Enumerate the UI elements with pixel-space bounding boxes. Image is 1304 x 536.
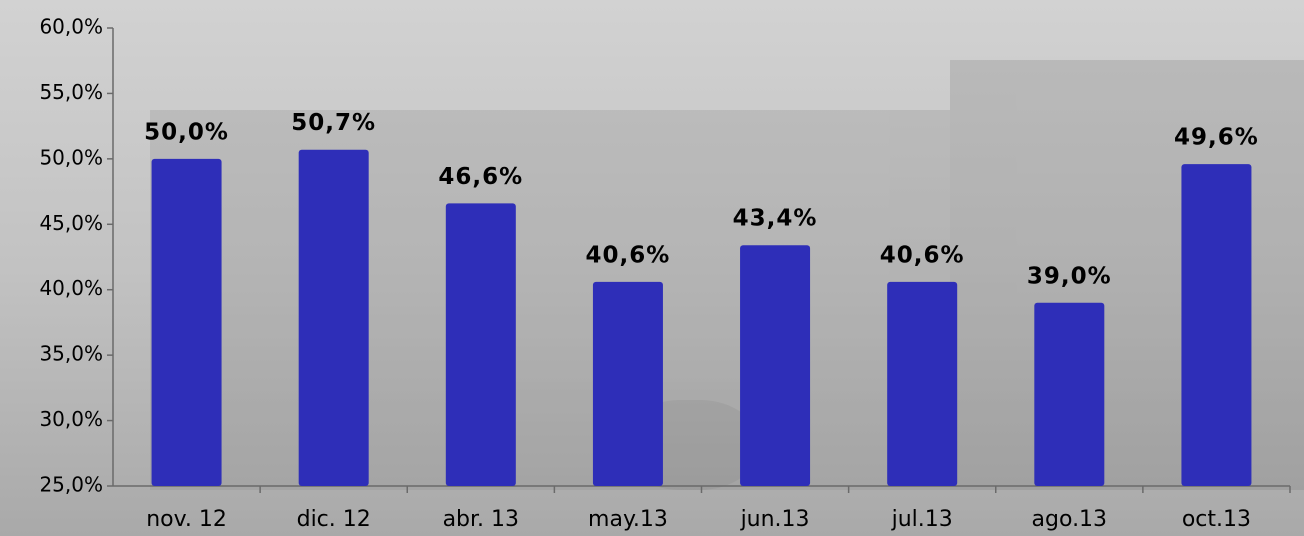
data-label: 50,0% <box>144 119 229 145</box>
y-tick-label: 55,0% <box>39 80 103 104</box>
bar <box>152 159 222 486</box>
y-tick-label: 60,0% <box>39 15 103 39</box>
data-label: 50,7% <box>291 110 376 136</box>
bar <box>446 203 516 486</box>
x-tick-label: oct.13 <box>1182 507 1251 532</box>
data-label: 49,6% <box>1174 125 1259 151</box>
y-tick-label: 35,0% <box>39 342 103 366</box>
x-tick-label: may.13 <box>588 507 668 532</box>
x-tick-label: jun.13 <box>740 507 810 532</box>
data-label: 39,0% <box>1027 263 1112 289</box>
y-tick-label: 30,0% <box>39 407 103 431</box>
x-tick-label: jul.13 <box>891 507 953 532</box>
data-label: 40,6% <box>586 242 671 268</box>
y-tick-label: 40,0% <box>39 276 103 300</box>
y-tick-label: 45,0% <box>39 211 103 235</box>
bar <box>1034 303 1104 486</box>
bar <box>299 150 369 486</box>
y-tick-label: 25,0% <box>39 473 103 497</box>
bar <box>593 282 663 486</box>
x-tick-label: ago.13 <box>1032 507 1108 532</box>
chart: 25,0% 30,0% 35,0% 40,0% 45,0% 50,0% 55,0% 60,0%… <box>0 0 1304 536</box>
x-tick-label: abr. 13 <box>443 507 519 532</box>
page: 25,0% 30,0% 35,0% 40,0% 45,0% 50,0% 55,0% 60,0%… <box>0 0 1304 536</box>
bar <box>887 282 957 486</box>
data-label: 40,6% <box>880 242 965 268</box>
bar <box>1181 164 1251 486</box>
x-tick-label: dic. 12 <box>297 507 371 532</box>
y-tick-label: 50,0% <box>39 145 103 169</box>
bar <box>740 245 810 486</box>
data-label: 46,6% <box>438 164 523 190</box>
x-tick-label: nov. 12 <box>146 507 227 532</box>
data-label: 43,4% <box>733 206 818 232</box>
